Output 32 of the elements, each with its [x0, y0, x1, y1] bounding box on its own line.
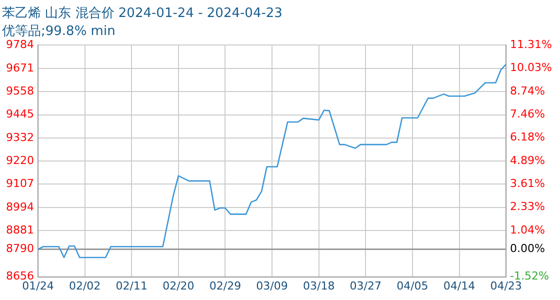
y2-tick-label: 6.18% [510, 130, 546, 144]
y-tick-label: 9220 [6, 154, 34, 167]
y2-tick-label: 0.00% [510, 242, 546, 256]
y-tick-label: 8994 [6, 200, 34, 214]
x-tick-label: 02/29 [209, 279, 242, 292]
x-tick-label: 02/11 [116, 279, 148, 292]
y-tick-label: 9784 [6, 38, 34, 52]
y-tick-label: 8790 [6, 242, 34, 256]
y-tick-label: 9445 [6, 108, 34, 121]
x-tick-label: 04/14 [443, 279, 476, 292]
x-tick-label: 03/18 [302, 279, 335, 292]
y-tick-label: 9332 [6, 130, 34, 144]
y-tick-label: 9558 [6, 84, 34, 98]
y2-tick-label: 11.31% [510, 38, 552, 52]
x-tick-label: 02/20 [162, 279, 194, 292]
x-tick-label: 04/05 [396, 279, 428, 292]
x-tick-label: 03/09 [256, 279, 288, 292]
x-tick-label: 03/27 [350, 279, 382, 292]
y2-tick-label: 10.03% [510, 61, 552, 74]
y-tick-label: 9107 [6, 177, 34, 190]
y-tick-label: 8881 [6, 223, 34, 236]
x-tick-label: 04/23 [490, 279, 522, 292]
y2-tick-label: 8.74% [510, 84, 546, 98]
chart-subtitle: 优等品;99.8% min [2, 24, 116, 39]
y2-tick-label: 7.46% [510, 108, 546, 121]
y2-tick-label: 4.89% [510, 154, 546, 167]
y2-tick-label: 2.33% [510, 200, 546, 214]
y2-tick-label: 3.61% [510, 177, 546, 190]
x-tick-label: 02/02 [68, 279, 101, 292]
y2-tick-label: 1.04% [510, 223, 546, 236]
y-tick-label: 9671 [6, 61, 34, 74]
chart-title: 苯乙烯 山东 混合价 2024-01-24 - 2024-04-23 [2, 6, 282, 22]
